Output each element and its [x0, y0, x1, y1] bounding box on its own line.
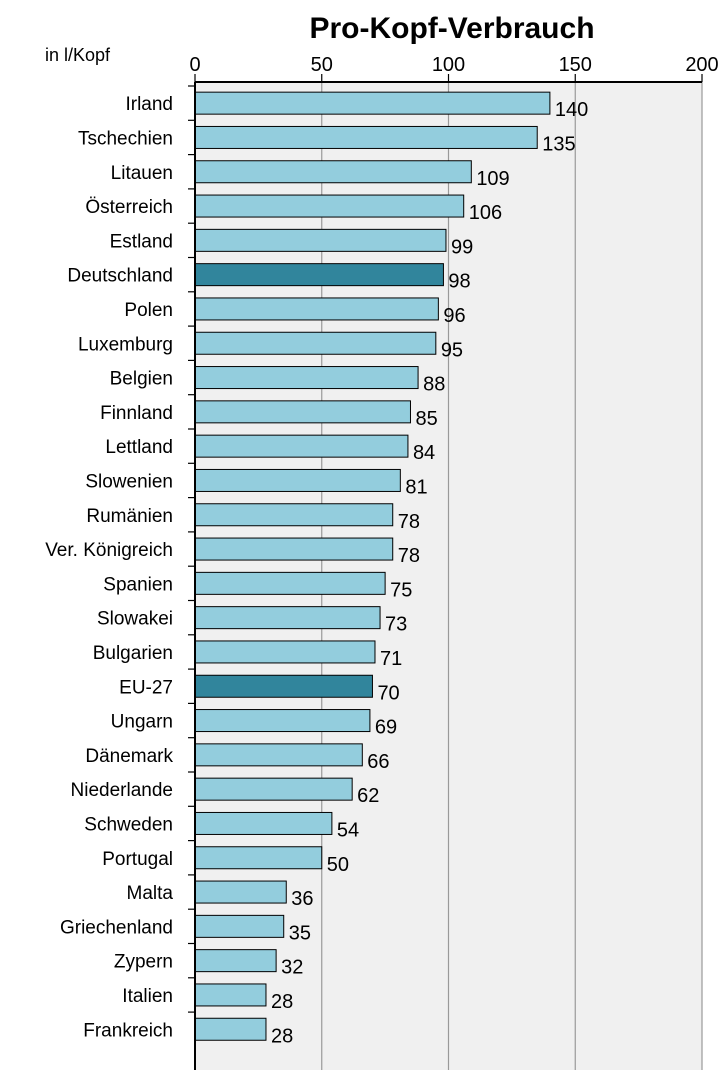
value-label: 106: [469, 202, 502, 224]
value-label: 95: [441, 339, 463, 361]
x-tick-label: 200: [685, 54, 718, 76]
category-label: Deutschland: [67, 266, 173, 287]
category-label: Dänemark: [85, 746, 173, 767]
bar-polen: [194, 297, 439, 321]
category-label: Rumänien: [86, 506, 173, 527]
value-label: 71: [380, 648, 402, 670]
bar-frankreich: [194, 1017, 267, 1041]
bar-niederlande: [194, 777, 353, 801]
category-label: Lettland: [105, 437, 173, 458]
category-label: Frankreich: [83, 1020, 173, 1041]
x-tick-label: 50: [311, 54, 333, 76]
axes: [188, 74, 703, 1070]
value-label: 73: [385, 614, 407, 636]
bar-luxemburg: [194, 331, 437, 355]
value-label: 88: [423, 374, 445, 396]
bar-malta: [194, 880, 287, 904]
value-label: 75: [390, 579, 412, 601]
category-label: Bulgarien: [93, 643, 173, 664]
category-label: Ver. Königreich: [45, 540, 173, 561]
bar-zypern: [194, 949, 277, 973]
value-label: 36: [291, 888, 313, 910]
value-label: 84: [413, 442, 435, 464]
bar-ungarn: [194, 709, 371, 733]
bar-belgien: [194, 366, 419, 390]
x-tick-label: 100: [432, 54, 465, 76]
bar-estland: [194, 228, 447, 252]
category-label: Polen: [124, 300, 173, 321]
category-label: Zypern: [114, 952, 173, 973]
category-label: Italien: [122, 986, 173, 1007]
labels: 0 50 100 150 200 Irland 140 Tschechien 135 Litaue…: [45, 54, 719, 1047]
value-label: 32: [281, 957, 303, 979]
bar-österreich: [194, 194, 465, 218]
category-label: Österreich: [85, 197, 173, 218]
chart-title: Pro-Kopf-Verbrauch: [309, 12, 594, 45]
value-label: 54: [337, 819, 359, 841]
category-label: Portugal: [102, 849, 173, 870]
category-label: Irland: [125, 94, 173, 115]
bar-eu-27: [194, 674, 373, 698]
bar-griechenland: [194, 914, 285, 938]
unit-label: in l/Kopf: [45, 45, 111, 65]
bar-slowakei: [194, 606, 381, 630]
category-label: Ungarn: [111, 712, 173, 733]
value-label: 28: [271, 1025, 293, 1047]
bar-irland: [194, 91, 551, 115]
bar-ver-königreich: [194, 537, 394, 561]
bar-finnland: [194, 400, 411, 424]
category-label: Griechenland: [60, 917, 173, 938]
bar-dänemark: [194, 743, 363, 767]
value-label: 62: [357, 785, 379, 807]
value-label: 135: [542, 133, 575, 155]
value-label: 98: [448, 271, 470, 293]
category-label: Slowenien: [85, 471, 173, 492]
category-label: Tschechien: [78, 128, 173, 149]
x-tick-label: 0: [189, 54, 200, 76]
bar-spanien: [194, 571, 386, 595]
category-label: Litauen: [111, 163, 173, 184]
category-label: Niederlande: [71, 780, 173, 801]
category-label: Spanien: [103, 574, 173, 595]
category-label: Schweden: [84, 814, 173, 835]
x-tick-label: 150: [559, 54, 592, 76]
category-label: Luxemburg: [78, 334, 173, 355]
value-label: 69: [375, 717, 397, 739]
bar-litauen: [194, 160, 472, 184]
category-label: Finnland: [100, 403, 173, 424]
value-label: 81: [405, 476, 427, 498]
bar-portugal: [194, 846, 323, 870]
value-label: 50: [327, 854, 349, 876]
value-label: 35: [289, 922, 311, 944]
category-label: Malta: [127, 883, 174, 904]
bar-italien: [194, 983, 267, 1007]
category-label: Belgien: [110, 369, 173, 390]
category-label: EU-27: [119, 677, 173, 698]
value-label: 109: [476, 168, 509, 190]
bar-rumänien: [194, 503, 394, 527]
bar-bulgarien: [194, 640, 376, 664]
value-label: 85: [415, 408, 437, 430]
bar-tschechien: [194, 125, 538, 149]
value-label: 78: [398, 511, 420, 533]
bar-schweden: [194, 811, 333, 835]
value-label: 96: [443, 305, 465, 327]
value-label: 70: [377, 682, 399, 704]
bar-deutschland: [194, 263, 444, 287]
bars: [194, 91, 551, 1041]
bar-slowenien: [194, 468, 401, 492]
value-label: 140: [555, 99, 588, 121]
category-label: Slowakei: [97, 609, 173, 630]
value-label: 28: [271, 991, 293, 1013]
value-label: 99: [451, 236, 473, 258]
value-label: 78: [398, 545, 420, 567]
bar-lettland: [194, 434, 409, 458]
category-label: Estland: [110, 231, 173, 252]
value-label: 66: [367, 751, 389, 773]
